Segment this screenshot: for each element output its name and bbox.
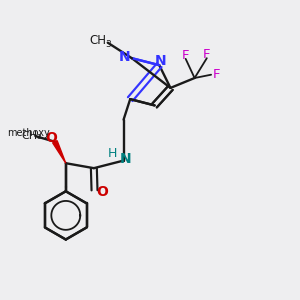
Text: CH: CH — [89, 34, 106, 46]
Text: N: N — [155, 54, 167, 68]
Text: F: F — [212, 68, 220, 81]
Text: H: H — [108, 147, 117, 160]
Text: O: O — [46, 131, 58, 145]
Text: methoxy: methoxy — [7, 128, 50, 139]
Text: F: F — [182, 49, 189, 62]
Text: 3: 3 — [105, 40, 111, 49]
Text: N: N — [120, 152, 132, 166]
Text: CH₃: CH₃ — [22, 131, 43, 141]
Polygon shape — [53, 141, 66, 163]
Text: N: N — [119, 50, 130, 64]
Text: F: F — [203, 48, 211, 62]
Text: O: O — [96, 185, 108, 199]
